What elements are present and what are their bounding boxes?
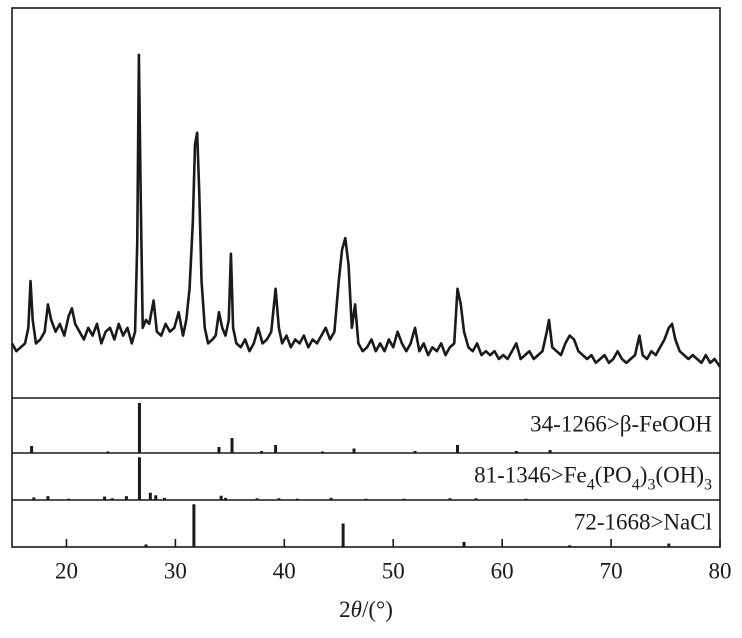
x-tick-label: 80	[709, 558, 732, 583]
x-tick-label: 60	[491, 558, 514, 583]
reference-label: 34-1266>β-FeOOH	[530, 412, 712, 437]
x-axis-label: 2θ/(°)	[339, 597, 393, 622]
plot-frame	[11, 7, 721, 548]
x-tick-label: 30	[164, 558, 187, 583]
xrd-pattern	[10, 53, 722, 368]
x-tick-label: 20	[55, 558, 78, 583]
x-tick-label: 40	[273, 558, 296, 583]
reference-label: 81-1346>Fe4(PO4)3(OH)3	[474, 463, 712, 494]
x-tick-label: 70	[600, 558, 623, 583]
reference-label: 72-1668>NaCl	[574, 510, 712, 535]
x-tick-label: 50	[382, 558, 405, 583]
